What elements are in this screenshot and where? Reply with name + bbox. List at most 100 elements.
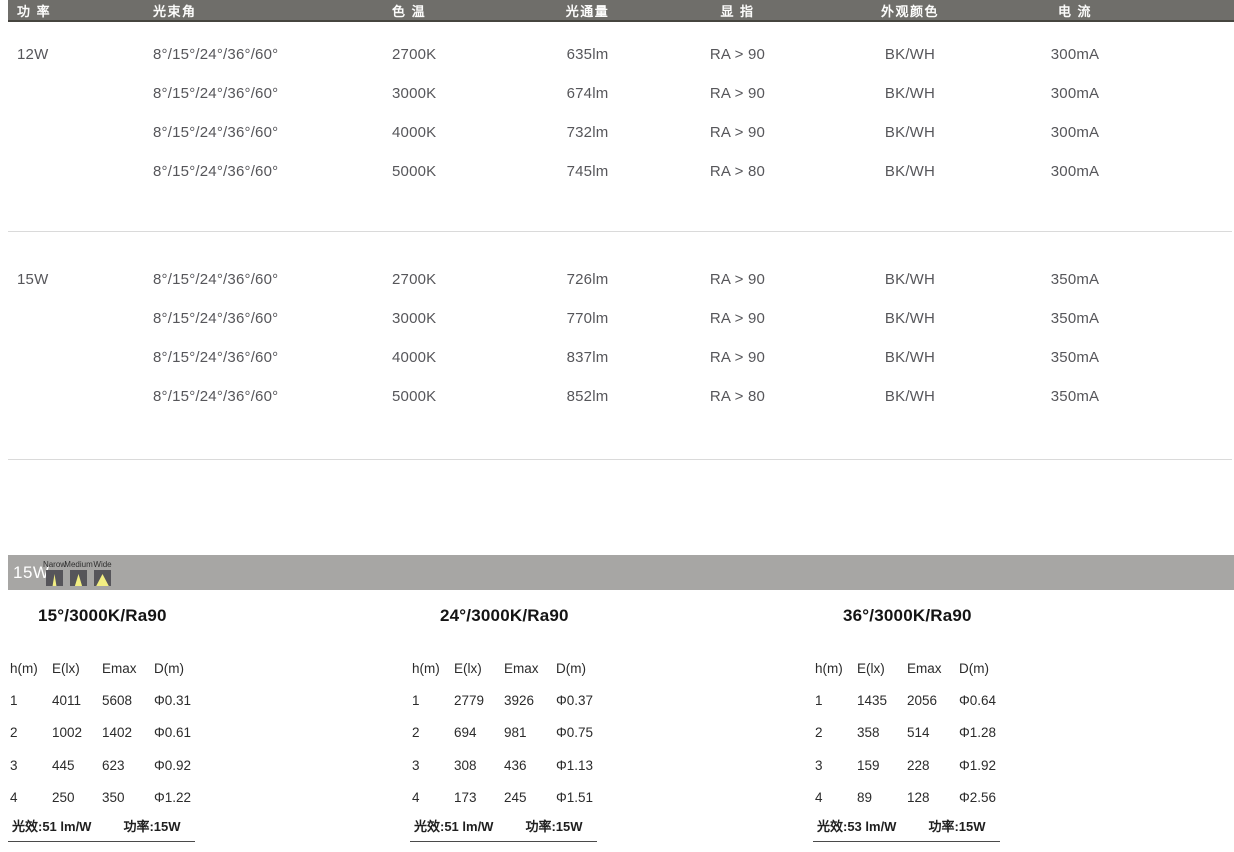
narrow-beam-label: Narow: [42, 560, 67, 569]
cell: 3: [412, 757, 420, 773]
cell: 1: [815, 693, 823, 709]
cell: Φ1.22: [154, 790, 192, 806]
cell: 4: [412, 790, 420, 806]
cell-cri: RA > 80: [709, 388, 766, 405]
col-header-emax: Emax: [907, 660, 942, 676]
cell-finish: BK/WH: [884, 388, 936, 405]
col-header-flux: 光通量: [565, 3, 610, 19]
table-row: 8°/15°/24°/36°/60° 4000K 837lm RA > 90 B…: [8, 338, 1234, 377]
cell: 2: [10, 725, 18, 741]
cell: 694: [454, 725, 477, 741]
cell: 4011: [52, 693, 82, 709]
cell-finish: BK/WH: [884, 310, 936, 327]
cell-cct: 2700K: [392, 46, 437, 63]
cell: 250: [52, 790, 75, 806]
table-row: 8°/15°/24°/36°/60° 3000K 770lm RA > 90 B…: [8, 299, 1234, 338]
cell: 623: [102, 757, 125, 773]
cell-cct: 3000K: [392, 85, 437, 102]
cell: Φ1.51: [556, 790, 594, 806]
cell: 445: [52, 757, 75, 773]
cell: Φ0.64: [959, 693, 997, 709]
cell-flux: 837lm: [566, 349, 609, 366]
cell-cct: 3000K: [392, 310, 437, 327]
photometric-table-15deg: 15°/3000K/Ra90 h(m) E(lx) Emax D(m) 1 40…: [8, 606, 218, 842]
table-row: 12W 8°/15°/24°/36°/60° 2700K 635lm RA > …: [8, 35, 1234, 74]
beam-options-bar: 15W Narow Medium Wide: [8, 555, 1234, 590]
table-row: 8°/15°/24°/36°/60° 4000K 732lm RA > 90 B…: [8, 113, 1234, 152]
cell: 3: [815, 757, 823, 773]
cell: Φ1.13: [556, 757, 594, 773]
cell-flux: 674lm: [566, 85, 609, 102]
cell-cri: RA > 90: [709, 124, 766, 141]
medium-beam-icon: Medium: [64, 560, 93, 586]
col-header-diameter: D(m): [959, 660, 989, 676]
col-header-height: h(m): [815, 660, 843, 676]
wide-beam-icon: Wide: [93, 560, 112, 586]
cell-cct: 5000K: [392, 163, 437, 180]
cell-cri: RA > 90: [709, 271, 766, 288]
cell-cct: 4000K: [392, 349, 437, 366]
cell-flux: 770lm: [566, 310, 609, 327]
cell: 358: [857, 725, 880, 741]
cell-current: 350mA: [1050, 271, 1100, 288]
beam-icons-group: Narow Medium Wide: [42, 555, 112, 590]
cell-power: 12W: [17, 46, 49, 63]
cell: 2: [815, 725, 823, 741]
power-value: 功率:15W: [123, 818, 181, 834]
cell: 128: [907, 790, 930, 806]
photometric-footer: 光效:51 lm/W 功率:15W: [8, 816, 195, 842]
cell: Φ0.61: [154, 725, 192, 741]
cell-cri: RA > 90: [709, 349, 766, 366]
cell-cri: RA > 90: [709, 46, 766, 63]
cell: 2: [412, 725, 420, 741]
cell: 308: [454, 757, 477, 773]
cell: Φ2.56: [959, 790, 997, 806]
col-header-diameter: D(m): [154, 660, 184, 676]
cell-finish: BK/WH: [884, 124, 936, 141]
spec-table-header-row: 功 率 光束角 色 温 光通量 显 指 外观颜色 电 流: [8, 0, 1234, 22]
col-header-current: 电 流: [1057, 3, 1093, 19]
cell-flux: 635lm: [566, 46, 609, 63]
power-value: 功率:15W: [525, 818, 583, 834]
cell-cri: RA > 90: [709, 85, 766, 102]
cell: 173: [454, 790, 477, 806]
cell: 89: [857, 790, 873, 806]
cell: 350: [102, 790, 125, 806]
cell-cri: RA > 90: [709, 310, 766, 327]
photometric-table-title: 36°/3000K/Ra90: [843, 606, 972, 625]
cell-beam-angle: 8°/15°/24°/36°/60°: [153, 46, 279, 63]
cell-current: 350mA: [1050, 388, 1100, 405]
cell-current: 300mA: [1050, 124, 1100, 141]
cell-flux: 852lm: [566, 388, 609, 405]
cell-flux: 732lm: [566, 124, 609, 141]
cell-finish: BK/WH: [884, 163, 936, 180]
cell-cct: 5000K: [392, 388, 437, 405]
table-row: 8°/15°/24°/36°/60° 3000K 674lm RA > 90 B…: [8, 74, 1234, 113]
col-header-finish: 外观颜色: [880, 3, 939, 19]
photometric-grid: h(m) E(lx) Emax D(m) 1 4011 5608 Φ0.31 2…: [8, 652, 218, 814]
efficacy-value: 光效:51 lm/W: [414, 818, 494, 834]
cell: 5608: [102, 693, 133, 709]
cell: Φ0.37: [556, 693, 594, 709]
cell: 981: [504, 725, 527, 741]
col-header-height: h(m): [10, 660, 38, 676]
spec-group-12w: 12W 8°/15°/24°/36°/60° 2700K 635lm RA > …: [8, 35, 1234, 191]
col-header-elx: E(lx): [52, 660, 80, 676]
cell: 2779: [454, 693, 485, 709]
cell: 2056: [907, 693, 938, 709]
cell-flux: 745lm: [566, 163, 609, 180]
cell: Φ1.28: [959, 725, 997, 741]
cell: 1435: [857, 693, 888, 709]
efficacy-value: 光效:53 lm/W: [817, 818, 897, 834]
photometric-table-36deg: 36°/3000K/Ra90 h(m) E(lx) Emax D(m) 1 14…: [813, 606, 1023, 842]
cell-beam-angle: 8°/15°/24°/36°/60°: [153, 349, 279, 366]
cell: 4: [10, 790, 18, 806]
cell-beam-angle: 8°/15°/24°/36°/60°: [153, 271, 279, 288]
photometric-grid: h(m) E(lx) Emax D(m) 1 1435 2056 Φ0.64 2…: [813, 652, 1023, 814]
cell-beam-angle: 8°/15°/24°/36°/60°: [153, 124, 279, 141]
cell: 1402: [102, 725, 133, 741]
photometric-table-title: 15°/3000K/Ra90: [38, 606, 167, 625]
photometric-table-title: 24°/3000K/Ra90: [440, 606, 569, 625]
efficacy-value: 光效:51 lm/W: [12, 818, 92, 834]
cell-cct: 4000K: [392, 124, 437, 141]
